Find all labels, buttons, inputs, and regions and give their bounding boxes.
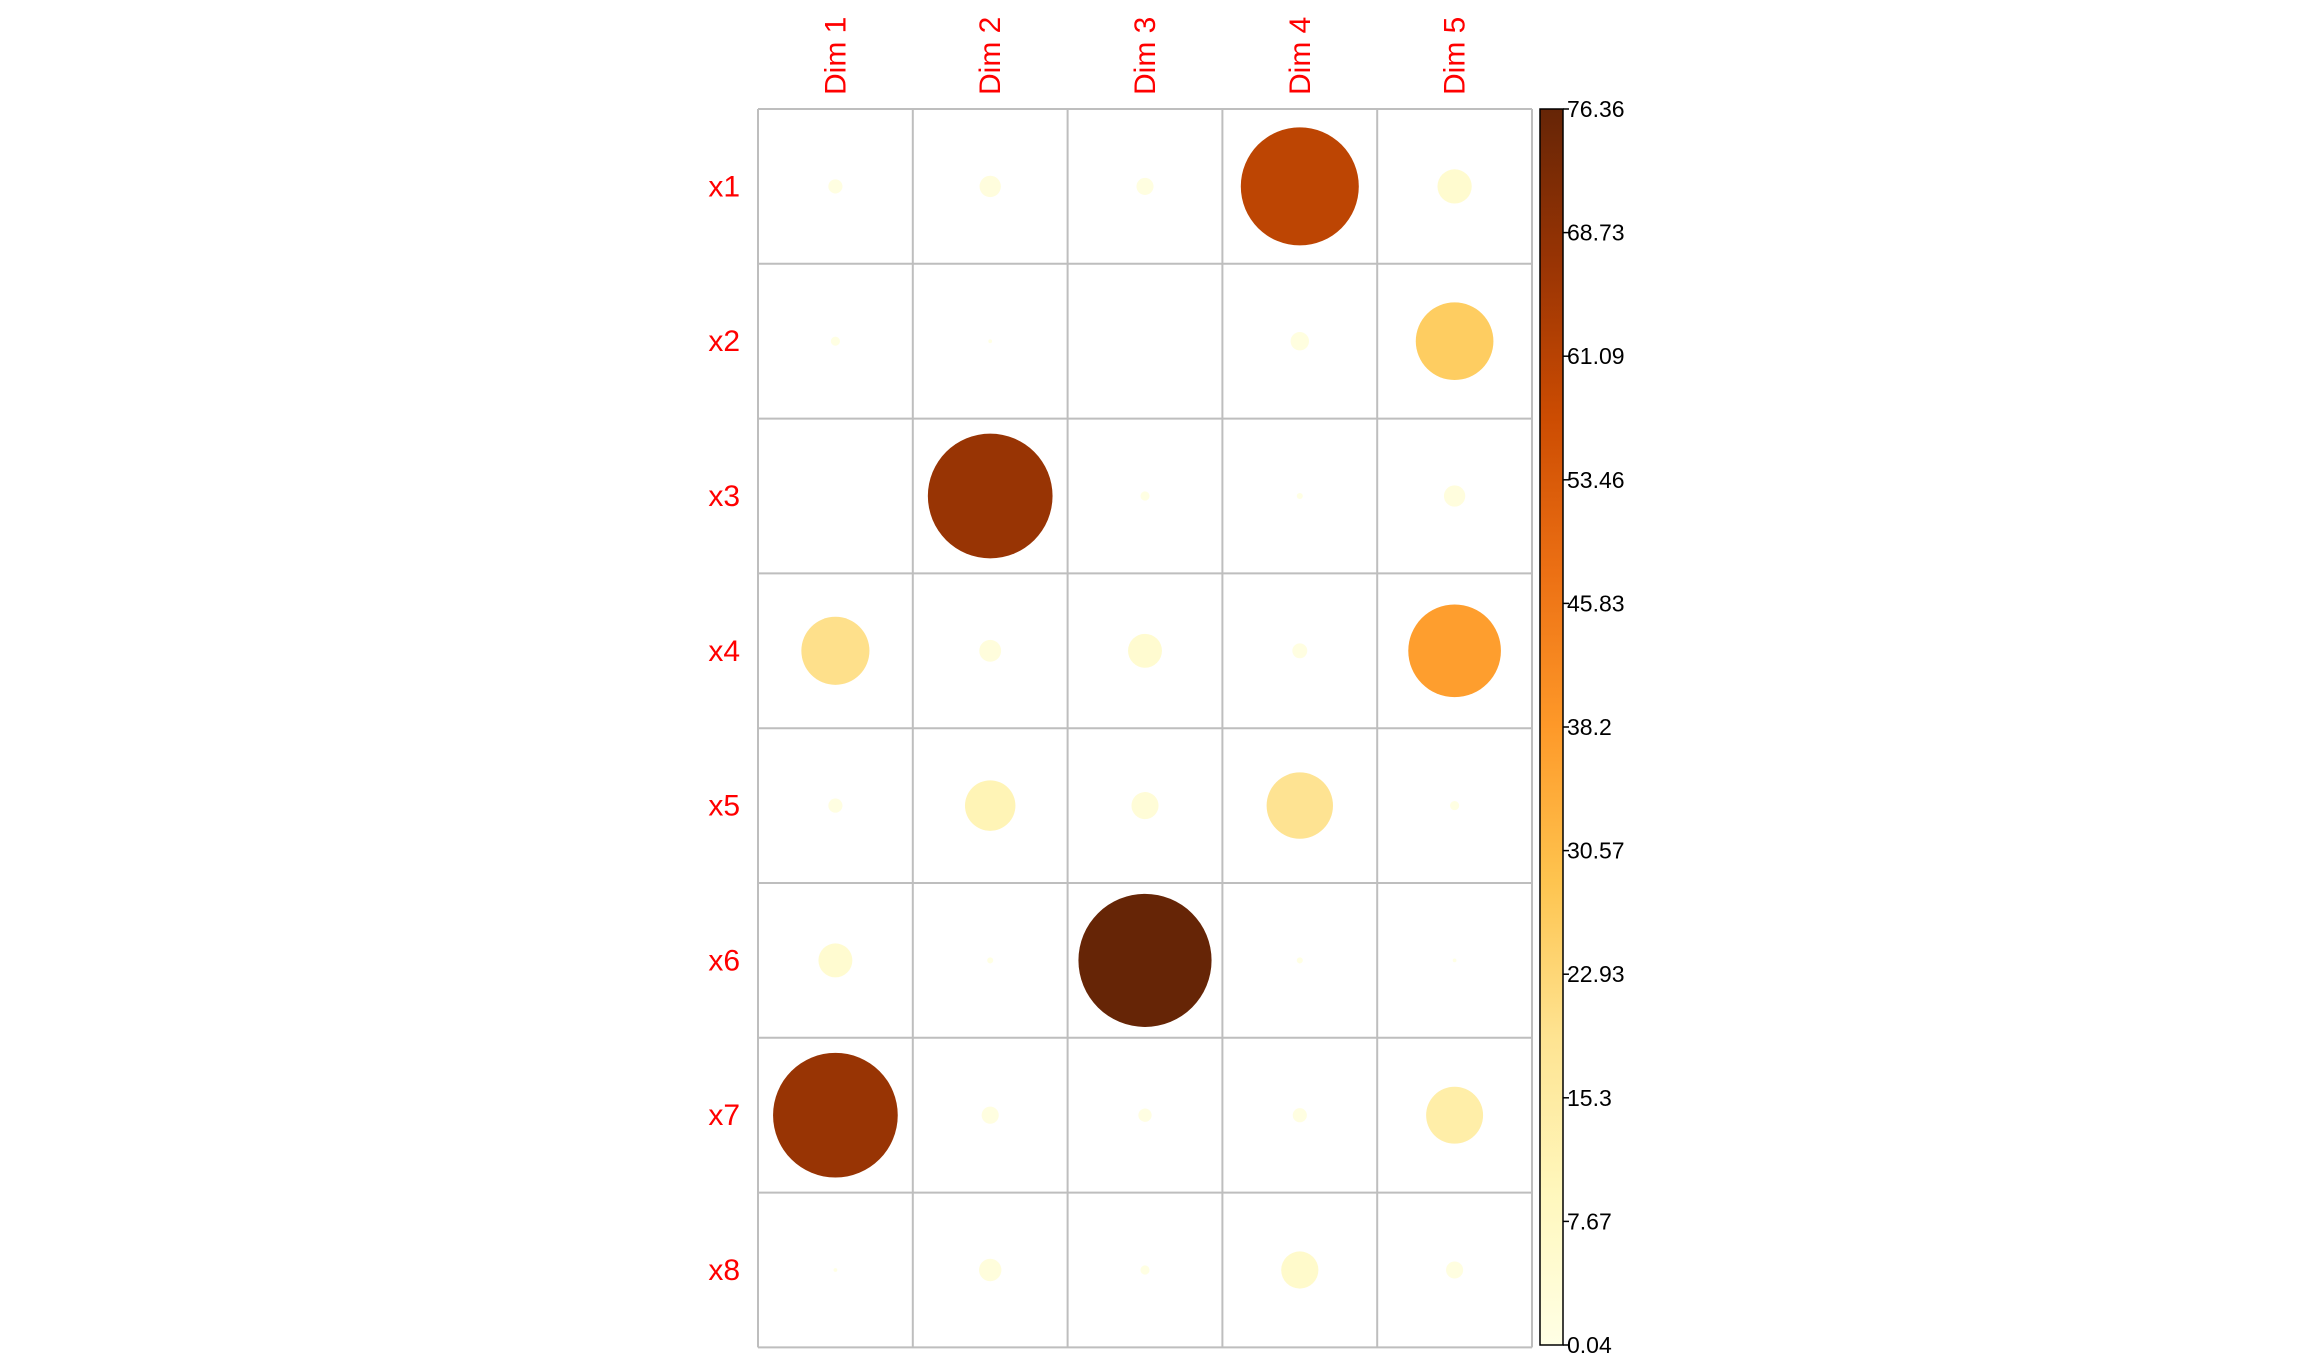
data-circle-x7-5 — [1426, 1086, 1484, 1144]
data-circle-x3-5 — [1443, 485, 1466, 507]
row-label: x3 — [708, 480, 740, 513]
data-circle-x7-2 — [981, 1106, 999, 1124]
row-labels: x1 x2 x3 x4 x5 x6 x7 x8 — [708, 170, 740, 1287]
column-label: Dim 1 — [819, 17, 852, 95]
data-circle-x4-5 — [1408, 604, 1501, 698]
data-circle-x8-5 — [1446, 1261, 1464, 1279]
data-circle-x2-5 — [1415, 302, 1494, 381]
row-label: x2 — [708, 325, 740, 358]
data-circle-x2-4 — [1290, 331, 1310, 351]
data-circle-x3-3 — [1140, 491, 1150, 501]
row-label: x1 — [708, 170, 740, 203]
data-circle-x8-1 — [833, 1268, 838, 1272]
data-circle-x1-2 — [979, 175, 1001, 198]
data-circle-x6-4 — [1296, 957, 1303, 964]
colorbar-tick-label: 30.57 — [1567, 838, 1625, 864]
colorbar-bar — [1539, 108, 1564, 1346]
data-circle-x4-4 — [1292, 643, 1308, 659]
data-circle-x6-3 — [1078, 893, 1212, 1027]
data-circle-x8-2 — [979, 1258, 1002, 1282]
column-label: Dim 4 — [1284, 17, 1317, 95]
data-circle-x4-3 — [1128, 633, 1162, 668]
colorbar-tick-label: 22.93 — [1567, 961, 1625, 987]
colorbar-tick-label: 76.36 — [1567, 96, 1625, 122]
colorbar-tick-label: 38.2 — [1567, 714, 1612, 740]
grid-lines — [757, 108, 1533, 1349]
data-circle-x1-5 — [1437, 169, 1472, 204]
data-circle-x8-3 — [1140, 1265, 1150, 1275]
row-label: x4 — [708, 635, 740, 668]
data-circle-x1-4 — [1240, 127, 1359, 246]
data-circle-x6-2 — [987, 957, 994, 964]
data-circle-x5-4 — [1266, 772, 1333, 839]
row-label: x6 — [708, 944, 740, 977]
data-circle-x4-2 — [979, 639, 1002, 662]
data-circle-x4-1 — [801, 616, 870, 685]
data-circle-x6-1 — [818, 943, 853, 978]
data-circle-x7-1 — [773, 1052, 898, 1178]
data-circle-x6-5 — [1452, 958, 1457, 963]
data-circle-x2-2 — [988, 339, 993, 344]
row-label: x5 — [708, 790, 740, 823]
data-circle-x5-1 — [828, 798, 843, 813]
column-label: Dim 3 — [1129, 17, 1162, 95]
data-circles — [773, 127, 1501, 1289]
data-circle-x8-4 — [1281, 1251, 1319, 1289]
data-circle-x2-1 — [830, 336, 840, 346]
data-circle-x1-1 — [828, 179, 843, 194]
column-labels: Dim 1 Dim 2 Dim 3 Dim 4 Dim 5 — [819, 17, 1471, 95]
data-circle-x3-2 — [927, 433, 1053, 559]
data-circle-x7-4 — [1292, 1108, 1307, 1123]
colorbar-tick-label: 53.46 — [1567, 467, 1625, 493]
data-circle-x7-3 — [1138, 1108, 1152, 1122]
colorbar-tick-label: 15.3 — [1567, 1085, 1612, 1111]
data-circle-x5-5 — [1450, 801, 1460, 811]
data-circle-x5-2 — [964, 780, 1016, 831]
colorbar-tick-label: 7.67 — [1567, 1208, 1612, 1234]
data-circle-x3-4 — [1296, 492, 1303, 500]
row-label: x8 — [708, 1254, 740, 1287]
data-circle-x1-3 — [1136, 177, 1154, 195]
colorbar-tick-label: 61.09 — [1567, 343, 1625, 369]
column-label: Dim 2 — [974, 17, 1007, 95]
row-label: x7 — [708, 1099, 740, 1132]
colorbar-tick-label: 68.73 — [1567, 220, 1625, 246]
colorbar-tick-label: 0.04 — [1567, 1332, 1612, 1355]
color-legend: 76.36 68.73 61.09 53.46 45.83 38.2 30.57 22.93 1… — [1539, 96, 1625, 1355]
data-circle-x5-3 — [1131, 792, 1159, 820]
colorbar-tick-label: 45.83 — [1567, 590, 1625, 616]
column-label: Dim 5 — [1439, 17, 1472, 95]
